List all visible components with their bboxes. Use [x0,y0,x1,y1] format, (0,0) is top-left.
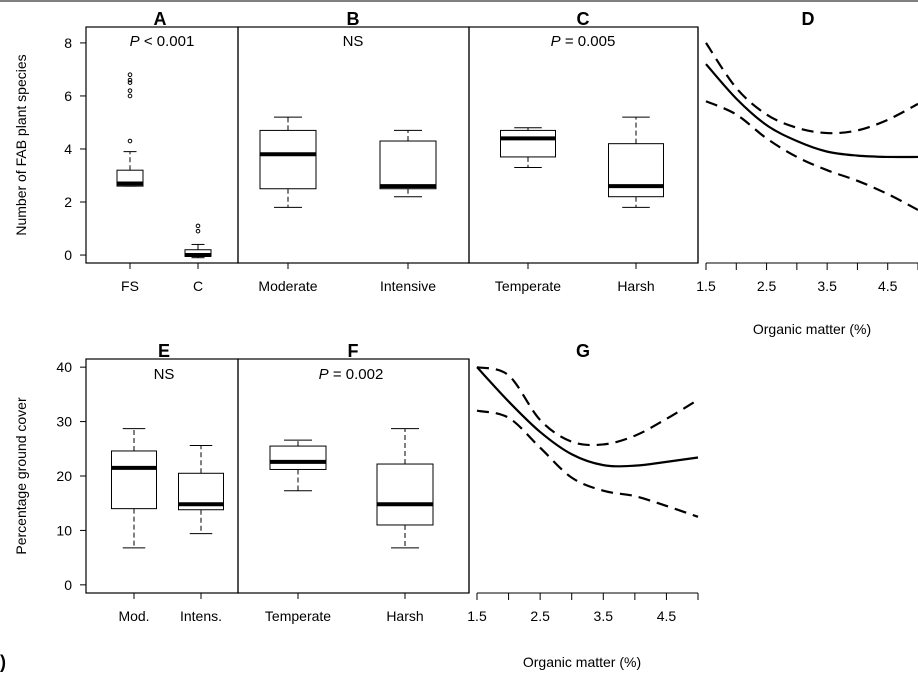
panel-c-box-1-iqr [500,129,556,158]
figure-label: ) [0,652,6,672]
panel-a-box-1-outlier-3 [127,88,133,93]
panel-letter-b: B [347,9,360,29]
panel-a-box-1-outlier-6 [127,72,133,78]
panel-d-ci-line-2 [705,100,918,211]
panel-d-x-tick-label: 1.5 [696,278,716,294]
panel-b-box-2-iqr [379,140,437,190]
chart-marks: 0 2 4 6 8 FS C Moderate Intensive Temperate Harsh 1… [56,35,918,624]
panel-a-y-tick-label: 8 [64,35,72,51]
x-axis-title-d: Organic matter (%) [753,321,871,337]
panel-e-y-tick-label: 30 [56,414,72,430]
panel-g-ci-line-2 [476,409,699,518]
y-axis-title-top: Number of FAB plant species [13,54,29,235]
panel-c-x-tick-label: Harsh [617,278,654,294]
panel-a-box-1-outlier-1 [127,138,133,144]
panel-f-frame [237,358,470,594]
panel-e-y-tick-label: 40 [56,359,72,375]
panel-g-x-tick-label: 3.5 [594,608,614,624]
panel-d-x-tick-label: 2.5 [757,278,777,294]
panel-g-x-tick-label: 2.5 [530,608,550,624]
panel-a-x-tick-label: FS [121,278,139,294]
panel-g-x-tick-label: 1.5 [467,608,487,624]
panel-a-box-1-outlier-4 [127,80,133,85]
panel-letter-f: F [348,341,359,361]
panel-letter-e: E [158,341,170,361]
panel-d-x-tick-label: 3.5 [817,278,837,294]
panel-b-x-tick-label: Intensive [380,278,436,294]
panel-a-y-tick-label: 4 [64,141,72,157]
panel-c-box-2-iqr [608,143,664,198]
panel-d-ci-line-1 [705,42,918,135]
panel-a-box-1-outlier-5 [127,77,133,83]
panel-g-ci-line-1 [476,366,699,447]
annotation-c: P = 0.005 [551,33,616,50]
annotation-f: P = 0.002 [319,366,384,383]
panel-e-y-tick-label: 0 [64,577,72,593]
panel-letter-d: D [802,9,815,29]
panel-letter-a: A [154,9,167,29]
panel-a-box-2-outlier-1 [195,228,201,234]
panel-a-x-tick-label: C [193,278,203,294]
panel-g-fit-line [476,366,699,468]
annotation-a: P < 0.001 [130,33,195,50]
panel-letter-c: C [577,9,590,29]
panel-g-x-tick-label: 4.5 [657,608,677,624]
panel-a-box-2-outlier-2 [195,223,201,229]
annotation-b: NS [343,33,364,50]
panel-a-y-tick-label: 2 [64,194,72,210]
panel-e-box-1-iqr [111,450,157,510]
panel-d-fit-line [705,63,918,159]
panel-a-frame [85,26,239,264]
panel-b-box-1-iqr [259,129,317,190]
annotation-e: NS [154,366,175,383]
x-axis-title-g: Organic matter (%) [523,654,641,670]
panel-e-y-tick-label: 10 [56,522,72,538]
panel-a-box-1-outlier-2 [127,93,133,99]
panel-f-box-2-iqr [376,463,434,526]
panel-b-x-tick-label: Moderate [258,278,317,294]
panel-e-x-tick-label: Intens. [180,608,222,624]
y-axis-title-bottom: Percentage ground cover [13,397,29,555]
panel-a-y-tick-label: 6 [64,88,72,104]
panel-f-box-1-iqr [269,445,327,470]
panel-c-x-tick-label: Temperate [495,278,561,294]
panel-f-x-tick-label: Harsh [386,608,423,624]
panel-e-x-tick-label: Mod. [118,608,149,624]
panel-f-x-tick-label: Temperate [265,608,331,624]
panel-d-x-tick-label: 4.5 [878,278,898,294]
panel-a-y-tick-label: 0 [64,247,72,263]
panel-e-y-tick-label: 20 [56,468,72,484]
panel-letter-g: G [576,341,590,361]
